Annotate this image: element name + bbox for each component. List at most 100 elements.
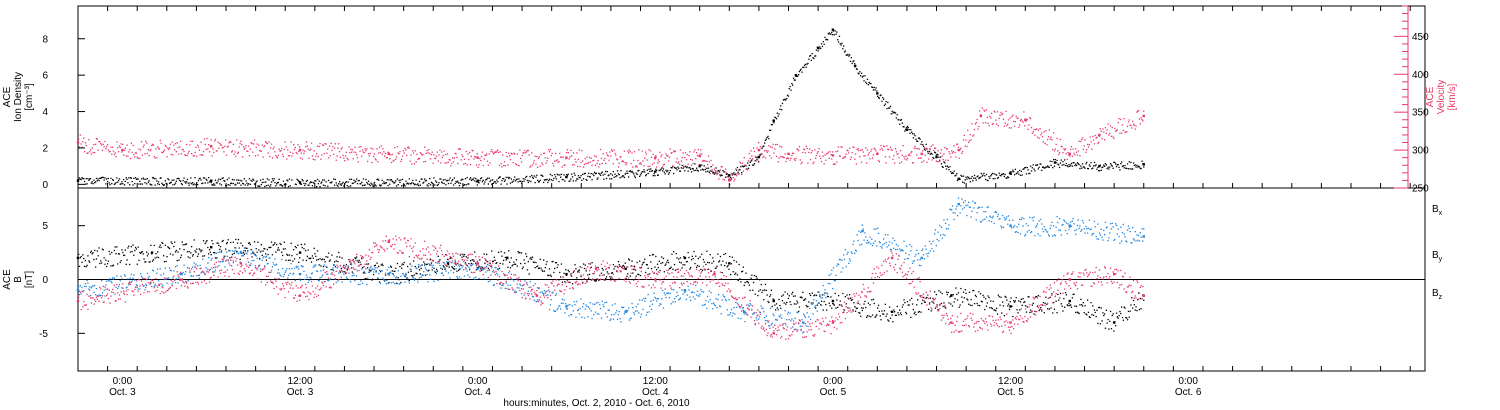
data-point (890, 113, 892, 115)
data-point (141, 183, 143, 185)
data-point (391, 153, 393, 156)
data-point (512, 161, 514, 164)
data-point (483, 158, 485, 160)
data-point (1024, 305, 1027, 307)
data-point (1031, 167, 1033, 169)
data-point (845, 303, 847, 305)
data-point (663, 171, 665, 173)
data-point (378, 184, 381, 186)
data-point (413, 184, 416, 186)
data-point (1002, 301, 1004, 303)
data-point (932, 144, 934, 146)
data-point (1063, 297, 1065, 300)
data-point (913, 147, 915, 149)
data-point (446, 262, 450, 265)
data-point (773, 314, 775, 317)
data-point (1072, 293, 1074, 296)
data-point (221, 261, 223, 263)
data-point (370, 266, 372, 268)
data-point (92, 285, 94, 287)
data-point (671, 253, 673, 255)
data-point (294, 245, 296, 248)
data-point (563, 164, 565, 166)
data-point (790, 320, 792, 322)
data-point (463, 158, 466, 160)
data-point (225, 139, 227, 141)
data-point (201, 271, 203, 273)
data-point (97, 178, 99, 180)
data-point (242, 156, 244, 158)
data-point (754, 155, 756, 158)
data-point (673, 298, 676, 300)
data-point (1034, 170, 1036, 172)
data-point (475, 156, 477, 158)
data-point (189, 144, 191, 146)
data-point (343, 185, 345, 187)
data-point (894, 239, 896, 242)
data-point (418, 264, 420, 266)
data-point (400, 281, 402, 284)
data-point (334, 143, 336, 145)
data-point (588, 172, 590, 174)
data-point (398, 153, 400, 155)
data-point (773, 122, 775, 124)
data-point (289, 259, 291, 261)
data-point (591, 262, 593, 264)
data-point (520, 180, 522, 182)
data-point (482, 179, 484, 181)
data-point (904, 158, 906, 160)
data-point (488, 264, 490, 266)
data-point (80, 178, 82, 181)
data-point (1112, 313, 1114, 315)
data-point (293, 148, 296, 151)
data-point (680, 262, 682, 264)
data-point (871, 148, 873, 151)
data-point (571, 314, 573, 316)
data-point (575, 180, 577, 182)
data-point (867, 242, 869, 244)
data-point (733, 306, 735, 309)
data-point (1042, 141, 1045, 143)
data-point (197, 255, 199, 257)
data-point (338, 272, 340, 274)
data-point (235, 247, 237, 249)
data-point (1038, 220, 1040, 222)
data-point (140, 251, 143, 253)
data-point (554, 310, 557, 312)
data-point (301, 179, 303, 181)
data-point (1037, 233, 1039, 235)
data-point (571, 155, 573, 157)
data-point (905, 128, 909, 131)
data-point (1128, 119, 1130, 121)
data-point (285, 270, 287, 272)
data-point (513, 179, 515, 181)
data-point (100, 142, 102, 145)
data-point (707, 301, 710, 303)
data-point (730, 172, 733, 174)
data-point (338, 183, 340, 185)
data-point (995, 174, 997, 176)
data-point (211, 155, 213, 157)
data-point (1104, 313, 1106, 315)
data-point (754, 323, 756, 325)
data-point (881, 247, 883, 249)
data-point (538, 156, 540, 158)
data-point (456, 181, 458, 183)
data-point (1143, 110, 1145, 112)
data-point (1040, 134, 1042, 136)
data-point (872, 298, 875, 301)
data-point (549, 304, 552, 306)
data-point (179, 146, 181, 148)
data-point (969, 304, 971, 306)
data-point (208, 144, 210, 146)
data-point (582, 263, 585, 265)
data-point (1129, 168, 1131, 170)
data-point (1107, 318, 1109, 321)
data-point (297, 265, 299, 268)
data-point (850, 251, 852, 253)
data-point (451, 262, 453, 264)
data-point (168, 147, 171, 149)
data-point (785, 99, 787, 101)
data-point (1126, 131, 1128, 133)
data-point (532, 177, 535, 179)
